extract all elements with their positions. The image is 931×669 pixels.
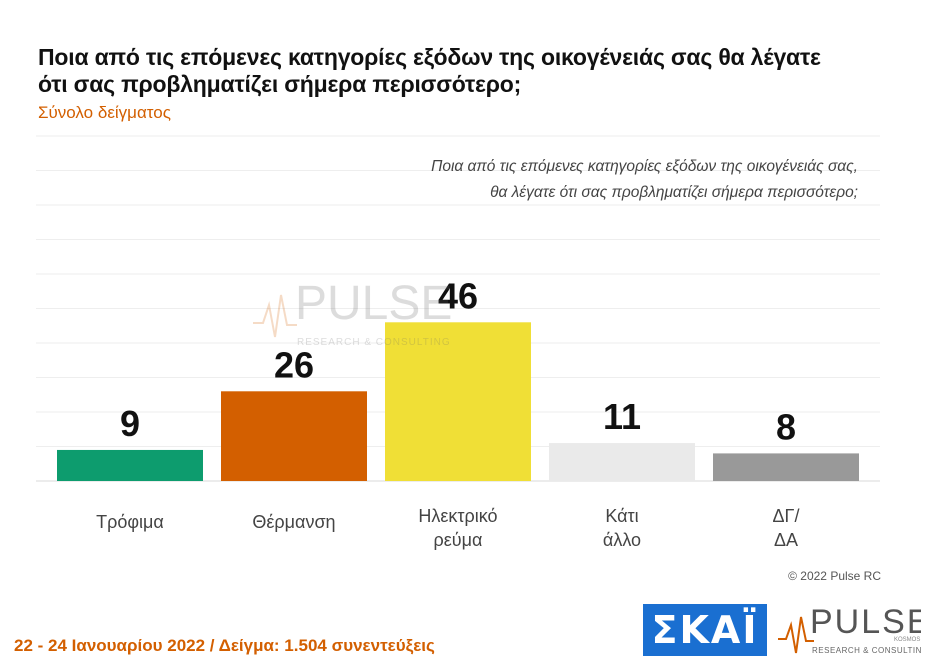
bar [385,322,531,481]
data-label: 26 [274,344,314,385]
category-label: ΔΑ [774,530,798,550]
question-line-1: Ποια από τις επόμενες κατηγορίες εξόδων … [431,158,858,175]
category-label: Τρόφιμα [96,512,164,532]
bar [57,449,203,481]
bar [713,453,859,481]
data-label: 9 [120,403,140,444]
data-label: 46 [438,275,478,316]
category-label: ΔΓ/ [773,506,800,526]
pulse-logo: PULSE KOSMOS RESEARCH & CONSULTING [778,603,921,655]
category-label: Κάτι [605,506,638,526]
question-line-2: θα λέγατε ότι σας προβληματίζει σήμερα π… [490,184,858,201]
copyright: © 2022 Pulse RC [788,569,881,583]
question-text: Ποια από τις επόμενες κατηγορίες εξόδων … [258,154,858,206]
watermark-wordmark: PULSE [295,277,452,330]
bar [549,443,695,481]
pulse-watermark: PULSE RESEARCH & CONSULTING [253,277,452,348]
chart-title: Ποια από τις επόμενες κατηγορίες εξόδων … [38,44,821,97]
data-label: 8 [776,406,796,447]
category-label: Ηλεκτρικό [418,506,497,526]
skai-logo: ΣΚΑΪ [643,604,767,656]
category-label: Θέρμανση [252,512,335,532]
data-label: 11 [603,396,641,437]
bar [221,391,367,481]
category-label: άλλο [603,530,641,550]
pulse-wordmark: PULSE [810,603,921,641]
category-label: ρεύμα [434,530,483,550]
pulse-tagline: RESEARCH & CONSULTING [812,646,921,655]
chart-subtitle: Σύνολο δείγματος [38,103,171,122]
pulse-sub-label: KOSMOS [894,637,920,643]
survey-footer: 22 - 24 Ιανουαρίου 2022 / Δείγμα: 1.504 … [14,636,435,655]
watermark-tagline: RESEARCH & CONSULTING [297,337,451,348]
